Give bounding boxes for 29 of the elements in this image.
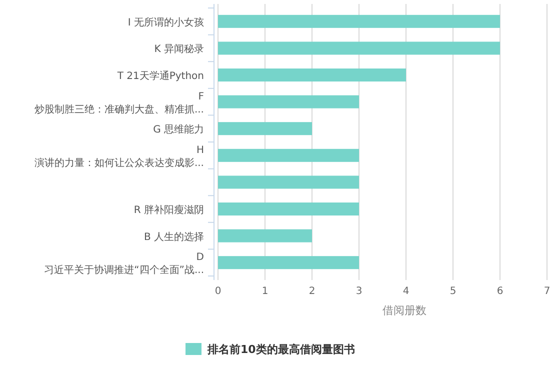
bar (218, 14, 500, 28)
y-tick-label: H 演讲的力量：如何让公众表达变成影... (34, 144, 204, 169)
bar (218, 68, 406, 82)
y-tick-label: F 炒股制胜三绝：准确判大盘、精准抓... (34, 91, 204, 116)
x-tick-label: 0 (214, 286, 222, 297)
y-tick-label: K 异闻秘录 (154, 43, 204, 56)
x-tick-label: 3 (356, 286, 362, 297)
y-tick-label: T 21天学通Python (116, 70, 204, 82)
x-tick-label: 6 (496, 286, 504, 297)
y-tick-label: B 人生的选择 (144, 230, 204, 243)
bar (218, 256, 359, 270)
bar (218, 176, 359, 189)
x-tick-label: 2 (308, 286, 316, 297)
x-axis-title: 借阅册数 (382, 304, 426, 317)
bar (218, 122, 312, 136)
x-tick-label: 1 (262, 286, 268, 297)
x-tick-label: 4 (402, 286, 410, 297)
x-tick-label: 5 (450, 286, 456, 297)
y-tick-label: G 思维能力 (153, 124, 204, 136)
bar (218, 148, 359, 162)
x-tick-label: 7 (544, 286, 550, 297)
y-tick-label: R 胖补阳瘦滋阴 (134, 204, 204, 216)
y-tick-label: D 习近平关于协调推进“四个全面”战... (44, 252, 204, 276)
bar (218, 42, 500, 55)
legend-label: 排名前10类的最高借阅量图书 (206, 343, 355, 356)
bar (218, 95, 359, 108)
y-tick-label: I 无所谓的小女孩 (128, 16, 204, 28)
bar (218, 229, 312, 242)
bar (218, 202, 359, 216)
